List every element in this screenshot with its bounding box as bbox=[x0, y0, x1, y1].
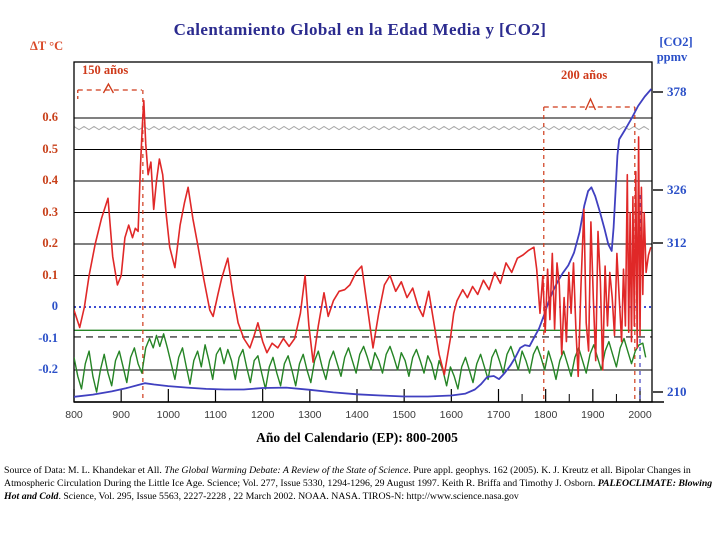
year-tick-label: 1100 bbox=[204, 409, 227, 421]
delta-t-tick-label: 0.4 bbox=[42, 173, 58, 187]
year-tick-label: 1300 bbox=[298, 409, 322, 421]
year-tick-label: 1800 bbox=[533, 409, 558, 421]
co2-tick-label: 326 bbox=[667, 182, 687, 197]
year-tick-label: 1900 bbox=[581, 409, 605, 421]
delta-t-tick-label: 0 bbox=[51, 299, 58, 313]
source-citation-segment: PALEOCLIMATE: Blowing Hot and Cold bbox=[4, 478, 713, 502]
delta-t-tick-label: 0.6 bbox=[42, 110, 58, 124]
year-tick-label: 1200 bbox=[250, 409, 275, 421]
year-tick-label: 2000 bbox=[628, 409, 652, 421]
co2-axis-label: [CO2] bbox=[659, 35, 693, 49]
source-citation-segment: . Pure appl. geophys. 162 (2005). K. J. … bbox=[4, 465, 691, 489]
tree-ring-reconstruction-green-series bbox=[74, 333, 647, 393]
co2-tick-label: 312 bbox=[667, 235, 687, 250]
year-tick-label: 1400 bbox=[345, 409, 369, 421]
year-tick-label: 1700 bbox=[486, 409, 511, 421]
source-citation-segment: Source of Data: M. L. Khandekar et All. bbox=[4, 465, 165, 476]
year-tick-label: 900 bbox=[112, 409, 130, 421]
co2-tick-label: 378 bbox=[667, 84, 687, 99]
delta-t-tick-label: -0.1 bbox=[38, 330, 58, 345]
delta-t-tick-label: -0.2 bbox=[38, 362, 58, 376]
span-150-caret bbox=[102, 82, 115, 94]
year-tick-label: 1000 bbox=[156, 409, 180, 421]
year-tick-label: 800 bbox=[65, 409, 83, 421]
x-axis-title: Año del Calendario (EP): 800-2005 bbox=[256, 430, 458, 445]
co2-concentration-blue-series bbox=[74, 88, 652, 398]
year-tick-label: 1600 bbox=[439, 409, 463, 421]
page-title: Calentamiento Global en la Edad Media y … bbox=[173, 20, 547, 39]
delta-t-tick-label: 0.5 bbox=[42, 141, 58, 156]
wavy-reference-line bbox=[73, 125, 650, 131]
plot-frame bbox=[73, 61, 653, 403]
delta-t-axis-label: ΔT °C bbox=[30, 39, 64, 53]
source-citation: Source of Data: M. L. Khandekar et All. … bbox=[4, 464, 716, 503]
delta-t-tick-label: 0.1 bbox=[42, 267, 58, 282]
year-tick-label: 1500 bbox=[392, 409, 416, 421]
co2-axis-unit-label: ppmv bbox=[656, 50, 688, 64]
delta-t-tick-label: 0.3 bbox=[42, 204, 58, 219]
annotation-150-anos-label: 150 años bbox=[82, 63, 129, 77]
source-citation-segment: . Science, Vol. 295, Issue 5563, 2227-22… bbox=[58, 491, 519, 502]
span-200-caret bbox=[584, 97, 597, 111]
temperature-anomaly-red-series bbox=[74, 99, 652, 378]
delta-t-tick-label: 0.2 bbox=[42, 236, 58, 250]
co2-tick-label: 210 bbox=[667, 384, 687, 399]
annotation-200-anos-label: 200 años bbox=[561, 68, 608, 82]
source-citation-segment: The Global Warming Debate: A Review of t… bbox=[164, 465, 409, 476]
